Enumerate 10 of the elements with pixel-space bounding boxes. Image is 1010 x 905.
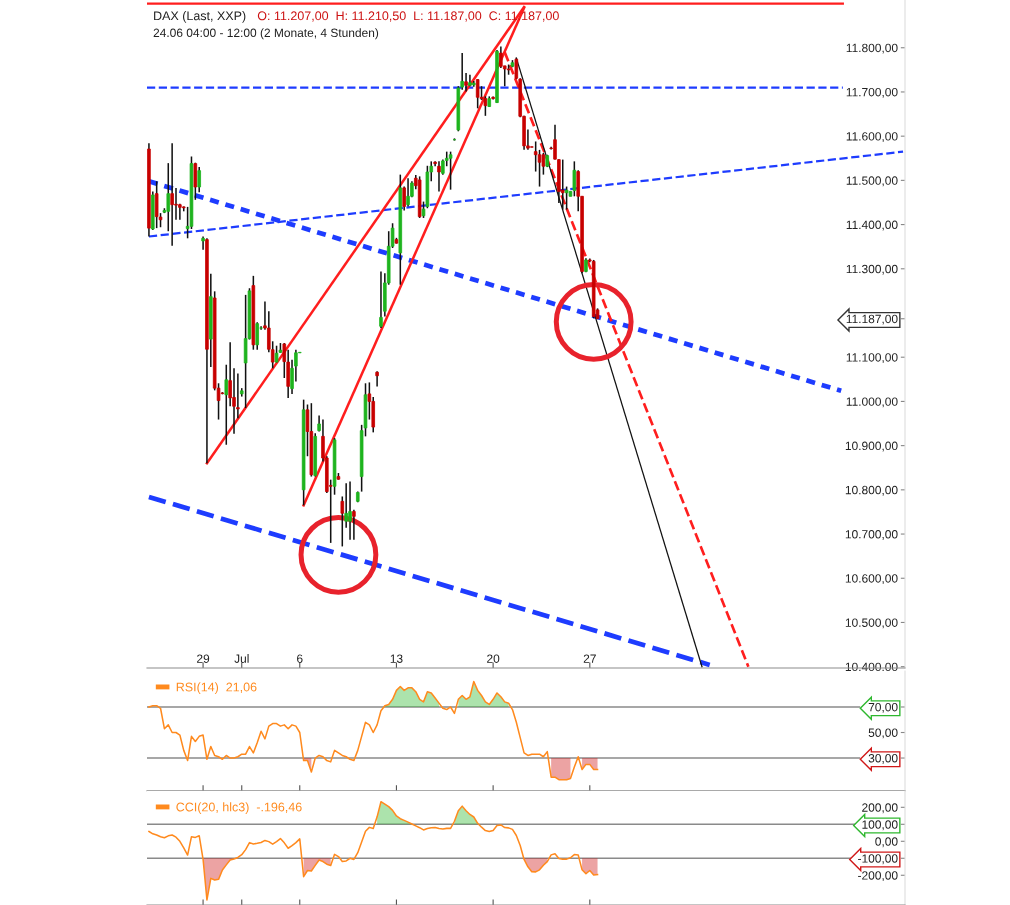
y-tick-label: -100,00 bbox=[858, 854, 898, 865]
y-tick-label: 100,00 bbox=[862, 820, 898, 831]
y-tick-label: 200,00 bbox=[862, 803, 898, 814]
legend-label: CCI(20, hlc3) -.196,46 bbox=[176, 802, 302, 814]
y-tick-label: 30,00 bbox=[868, 754, 898, 764]
y-tick-label: 70,00 bbox=[868, 702, 898, 713]
y-tick-label: 0,00 bbox=[875, 837, 898, 848]
legend-label: RSI(14) 21,06 bbox=[176, 682, 257, 694]
y-tick-label: -200,00 bbox=[858, 871, 898, 882]
y-tick-label: 50,00 bbox=[868, 728, 898, 739]
